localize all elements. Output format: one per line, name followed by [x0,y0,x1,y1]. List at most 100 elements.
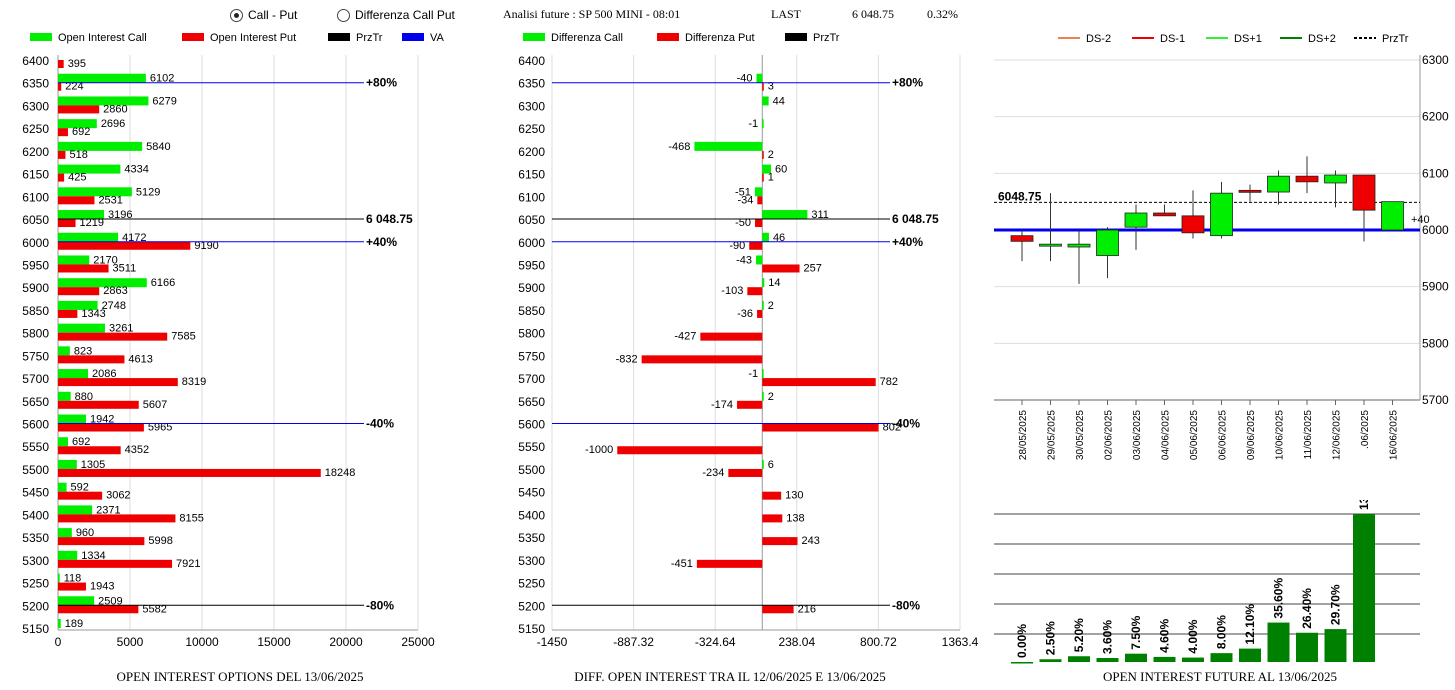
candle-body [1210,192,1233,237]
category-label: 5300 [22,554,49,568]
bar-value-label: 224 [65,81,83,93]
x-tick-label: 0 [55,635,62,649]
category-label: 5500 [518,463,545,477]
bar-value-label: -468 [668,141,690,153]
put-bar [58,446,121,455]
reference-line-label: +40% [366,235,397,249]
put-bar [58,559,173,568]
put-bar [762,605,794,614]
put-bar [58,605,139,614]
call-bar [762,119,764,129]
top-bar: Call - Put Differenza Call Put Analisi f… [0,0,1455,28]
candle-body [1352,174,1376,211]
category-label: 6250 [22,122,49,136]
candle-body [1010,235,1034,242]
prztr-label: 6048.75 [998,189,1042,203]
put-bar [762,423,879,432]
call-bar [58,391,71,401]
future-bar-label: 0.00% [1015,624,1029,658]
future-bar [1096,658,1119,662]
legend-label: DS+1 [1234,33,1262,45]
x-tick-label: 1363.4 [942,635,979,649]
bar-value-label: 1942 [90,414,114,426]
bar-value-label: 257 [804,262,822,274]
radio-call-put-label: Call - Put [248,8,298,22]
date-label: 28/05/2025 [1018,410,1029,460]
date-label: .06/2025 [1360,410,1371,449]
bar-value-label: 2086 [92,368,116,380]
bar-value-label: 4352 [125,444,149,456]
future-bar [1182,657,1204,662]
put-bar [58,264,109,273]
bar-value-label: 7585 [171,331,195,343]
bar-value-label: -90 [729,240,745,252]
future-bar-label: 7.50% [1129,615,1143,649]
bar-value-label: 692 [72,126,90,138]
bar-value-label: -1 [748,118,758,130]
chart-title: OPEN INTEREST FUTURE AL 13/06/2025 [1103,669,1337,684]
call-bar [762,164,771,174]
bar-value-label: -50 [735,217,751,229]
category-label: 5750 [518,349,545,363]
future-bar-label: 4.00% [1186,619,1200,653]
future-bar-label: 35.60% [1272,578,1286,619]
bar-value-label: -43 [736,254,752,266]
category-label: 6000 [22,236,49,250]
x-tick-label: 20000 [329,635,363,649]
bar-value-label: 138 [786,512,804,524]
category-label: 6400 [518,54,545,68]
put-bar [58,332,168,341]
category-label: 5150 [22,622,49,636]
future-bar [1039,659,1062,662]
put-bar [749,241,763,250]
call-bar [762,210,808,220]
category-label: 5800 [22,327,49,341]
bar-value-label: 3 [768,81,774,93]
call-bar [58,414,86,424]
put-bar [58,287,100,296]
bar-value-label: 425 [68,172,86,184]
put-bar [58,468,321,477]
category-label: 5200 [518,599,545,613]
put-bar [58,514,176,523]
reference-line-label: 6 048.75 [366,212,413,226]
call-bar [58,619,61,628]
bar-value-label: 8319 [182,376,206,388]
put-bar [58,128,68,137]
bar-value-label: 243 [802,535,820,547]
bar-value-label: 1305 [81,459,105,471]
radio-call-put[interactable]: Call - Put [230,8,297,22]
put-bar [757,196,763,205]
future-bar-label: 3.60% [1101,620,1115,654]
x-tick-label: 238.04 [778,635,815,649]
radio-differenza[interactable]: Differenza Call Put [337,8,455,22]
call-bar [58,119,97,129]
date-label: 11/06/2025 [1303,410,1314,460]
put-bar [58,60,64,68]
candle-body [1238,189,1262,193]
category-label: 5550 [518,440,545,454]
change-percent: 0.32% [927,7,958,21]
future-bar [1267,622,1290,662]
call-bar [58,232,119,242]
legend-label: PrzTr [1382,33,1409,45]
x-tick-label: -887.32 [613,635,654,649]
bar-value-label: 2 [768,149,774,161]
category-label: 5600 [22,418,49,432]
date-label: 10/06/2025 [1275,410,1286,460]
put-bar [757,309,763,318]
candle-body [1295,175,1319,183]
bar-value-label: 823 [74,345,92,357]
category-label: 6100 [22,190,49,204]
bar-value-label: 5607 [143,399,167,411]
call-bar [754,187,763,197]
bar-value-label: 1343 [81,308,105,320]
bar-value-label: -234 [702,467,724,479]
bar-value-label: 2 [768,391,774,403]
bar-value-label: 2509 [98,595,122,607]
category-label: 6050 [22,213,49,227]
put-bar [762,264,800,273]
legend-label: Differenza Call [551,32,623,44]
analysis-title: Analisi future : SP 500 MINI - 08:01 [503,7,681,21]
put-bar [58,105,100,114]
